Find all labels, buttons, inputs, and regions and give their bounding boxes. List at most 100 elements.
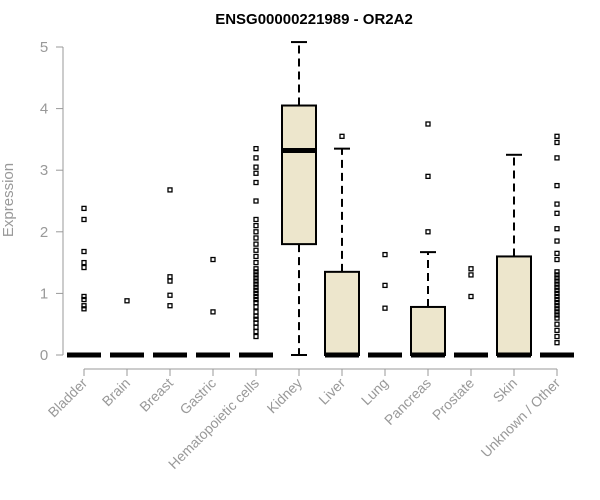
outlier-point <box>554 281 560 287</box>
outlier-point <box>253 281 259 287</box>
outlier-point <box>554 275 560 281</box>
outlier-point <box>554 340 560 346</box>
outlier-point <box>253 272 259 278</box>
outlier-point <box>167 187 173 193</box>
outlier-point <box>81 216 87 223</box>
outlier-point <box>253 299 259 306</box>
outlier-point <box>253 229 259 235</box>
outlier-point <box>339 133 345 139</box>
box-body <box>496 255 532 356</box>
outlier-point <box>554 321 560 327</box>
outlier-point <box>253 284 259 290</box>
chart-title: ENSG00000221989 - OR2A2 <box>215 11 413 28</box>
outlier-point <box>210 309 216 315</box>
outlier-point <box>382 251 388 258</box>
box-body <box>281 104 317 246</box>
x-tick-label: Skin <box>490 375 521 406</box>
outlier-point <box>253 253 259 260</box>
box-group <box>324 133 360 358</box>
x-tick-label: Lung <box>358 375 391 408</box>
outlier-point <box>425 173 431 180</box>
outlier-point <box>425 121 431 127</box>
box-group <box>153 187 187 358</box>
outlier-point <box>554 250 560 257</box>
outlier-point <box>81 248 87 255</box>
outlier-point <box>253 241 259 247</box>
outlier-point <box>167 278 173 284</box>
outlier-point <box>554 133 560 139</box>
box-body <box>324 270 360 356</box>
outlier-point <box>253 275 259 281</box>
outlier-point <box>253 290 259 297</box>
outlier-point <box>554 210 560 216</box>
outlier-point <box>554 182 560 189</box>
outlier-point <box>253 164 259 170</box>
outlier-point <box>554 293 560 300</box>
y-axis-label: Expression <box>0 163 17 237</box>
y-axis: 0 1 2 3 4 5 <box>40 39 64 364</box>
outlier-point <box>554 309 560 315</box>
outlier-point <box>554 269 560 275</box>
outlier-point <box>554 299 560 306</box>
outlier-point <box>81 306 87 312</box>
x-tick-label: Bladder <box>45 375 91 421</box>
outlier-point <box>253 216 259 223</box>
outlier-point <box>81 259 87 266</box>
box-group <box>540 133 574 358</box>
x-tick-label: Gastric <box>176 375 219 418</box>
outlier-point <box>253 235 259 241</box>
outlier-point <box>167 292 173 298</box>
outlier-point <box>554 226 560 232</box>
x-tick-label: Kidney <box>264 375 306 417</box>
outlier-point <box>253 309 259 315</box>
outlier-point <box>253 222 259 229</box>
outlier-point <box>425 229 431 235</box>
box-series <box>67 41 574 358</box>
outlier-point <box>253 269 259 275</box>
outlier-point <box>253 155 259 161</box>
box-group <box>410 121 446 358</box>
outlier-point <box>554 312 560 318</box>
outlier-point <box>253 266 259 272</box>
outlier-point <box>554 303 560 309</box>
box-group <box>454 266 488 358</box>
box-group <box>368 251 402 358</box>
outlier-point <box>554 290 560 297</box>
outlier-point <box>253 324 259 330</box>
outlier-point <box>210 256 216 263</box>
outlier-point <box>81 264 87 271</box>
outlier-point <box>253 198 259 204</box>
x-tick-label: Prostate <box>429 375 477 423</box>
box-body <box>410 305 446 356</box>
outlier-point <box>554 287 560 293</box>
box-group <box>239 145 273 358</box>
x-tick-label: Unknown / Other <box>478 375 564 461</box>
outlier-point <box>167 303 173 309</box>
outlier-point <box>554 306 560 312</box>
outlier-point <box>554 139 560 146</box>
outlier-point <box>81 205 87 212</box>
outlier-point <box>253 328 259 335</box>
outlier-point <box>554 278 560 284</box>
outlier-point <box>253 333 259 340</box>
y-tick-label: 0 <box>40 347 48 364</box>
y-tick-label: 1 <box>40 285 48 302</box>
outlier-point <box>253 293 259 300</box>
y-tick-label: 4 <box>40 101 48 118</box>
outlier-point <box>167 274 173 280</box>
outlier-point <box>468 266 474 272</box>
outlier-point <box>468 272 474 278</box>
outlier-point <box>554 327 560 334</box>
outlier-point <box>81 296 87 303</box>
box-group <box>281 41 317 356</box>
outlier-point <box>554 256 560 263</box>
x-tick-label: Liver <box>315 375 348 408</box>
outlier-point <box>253 304 259 310</box>
outlier-point <box>253 287 259 293</box>
x-tick-label: Pancreas <box>381 375 434 428</box>
outlier-point <box>554 296 560 303</box>
outlier-point <box>554 201 560 207</box>
outlier-point <box>382 282 388 289</box>
outlier-point <box>554 238 560 244</box>
